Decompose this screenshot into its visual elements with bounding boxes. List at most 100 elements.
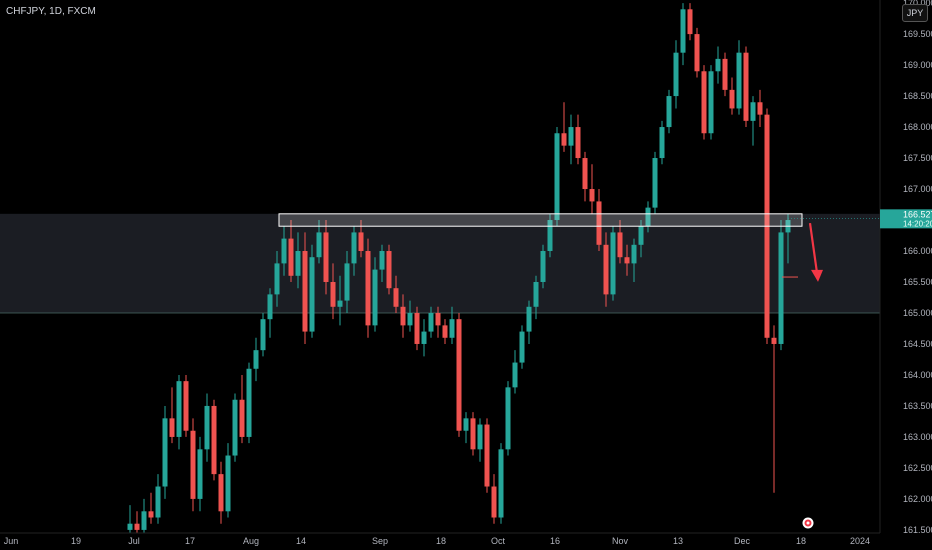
price-tick-label: 167.500	[903, 153, 932, 163]
candle	[365, 238, 371, 338]
candle	[603, 232, 609, 307]
candle-body	[225, 455, 231, 512]
candle	[498, 443, 504, 524]
candle	[694, 27, 700, 78]
candle	[393, 275, 399, 313]
candle-body	[757, 102, 763, 115]
candle-body	[575, 127, 581, 159]
candle-body	[204, 405, 210, 450]
price-tick-label: 167.000	[903, 184, 932, 194]
candle	[610, 226, 616, 301]
candle	[309, 244, 315, 338]
candle	[435, 306, 441, 338]
candle-body	[652, 158, 658, 208]
candle	[330, 263, 336, 320]
candle-body	[155, 486, 161, 518]
candle	[519, 325, 525, 369]
candle-body	[428, 312, 434, 332]
candle	[624, 244, 630, 276]
candle	[596, 189, 602, 252]
candle-body	[183, 381, 189, 431]
candle	[722, 52, 728, 97]
time-tick-label: 14	[296, 536, 306, 546]
candle	[512, 350, 518, 394]
candle-body	[708, 71, 714, 134]
candle	[645, 201, 651, 233]
candle-body	[316, 232, 322, 258]
candle	[708, 65, 714, 140]
candle-body	[547, 220, 553, 252]
candle	[421, 319, 427, 357]
price-tick-label: 164.500	[903, 339, 932, 349]
candle-body	[309, 257, 315, 332]
candle-body	[484, 424, 490, 487]
candle	[736, 40, 742, 115]
candle	[526, 300, 532, 344]
candle	[687, 3, 693, 41]
candle-body	[358, 232, 364, 252]
bearish-arrow-shaft	[808, 222, 819, 274]
candle-body	[197, 449, 203, 499]
candle	[505, 381, 511, 456]
candle-body	[610, 232, 616, 295]
candle-body	[498, 449, 504, 518]
candle	[456, 312, 462, 437]
candle	[463, 412, 469, 444]
candle	[260, 312, 266, 357]
candle-body	[176, 381, 182, 437]
candle-body	[694, 34, 700, 72]
currency-button[interactable]: JPY	[902, 4, 928, 22]
candle-body	[554, 133, 560, 221]
candle	[659, 120, 665, 165]
candle	[652, 151, 658, 214]
candle-body	[519, 331, 525, 363]
candle-body	[456, 319, 462, 431]
support-zone	[0, 213, 880, 313]
candle	[750, 96, 756, 146]
candle	[491, 474, 497, 524]
candle-body	[442, 325, 448, 338]
candle	[337, 275, 343, 326]
candle-body	[169, 418, 175, 437]
candle-body	[645, 207, 651, 227]
candle	[743, 46, 749, 128]
candle	[218, 461, 224, 524]
candle-body	[379, 251, 385, 270]
candle-body	[477, 424, 483, 450]
candle-body	[540, 251, 546, 282]
candle-body	[470, 418, 476, 450]
symbol-label: CHFJPY, 1D, FXCM	[6, 6, 96, 17]
candle-body	[512, 362, 518, 388]
time-tick-label: 18	[436, 536, 446, 546]
price-tick-label: 161.500	[903, 525, 932, 535]
candle	[715, 46, 721, 84]
time-tick-label: 18	[796, 536, 806, 546]
candle-body	[407, 312, 413, 326]
candle-body	[351, 232, 357, 264]
candle-body	[568, 127, 574, 146]
candle	[666, 89, 672, 134]
candle-body	[190, 430, 196, 499]
candle	[582, 151, 588, 202]
candle-body	[722, 58, 728, 90]
resistance-box	[278, 213, 803, 227]
countdown-label: 14:20:20	[903, 219, 932, 228]
candle	[302, 232, 308, 344]
candle-body	[246, 368, 252, 437]
candle	[379, 244, 385, 282]
price-tick-label: 162.000	[903, 494, 932, 504]
candle	[232, 393, 238, 462]
price-tick-label: 169.000	[903, 60, 932, 70]
time-tick-label: 13	[673, 536, 683, 546]
candle-body	[281, 238, 287, 264]
price-tick-label: 168.500	[903, 91, 932, 101]
candle	[680, 3, 686, 66]
candle	[673, 40, 679, 109]
candle-body	[134, 523, 140, 530]
candle-body	[386, 251, 392, 289]
candle	[771, 325, 777, 493]
candle-body	[603, 244, 609, 295]
candle-body	[561, 133, 567, 146]
candle	[554, 127, 560, 227]
